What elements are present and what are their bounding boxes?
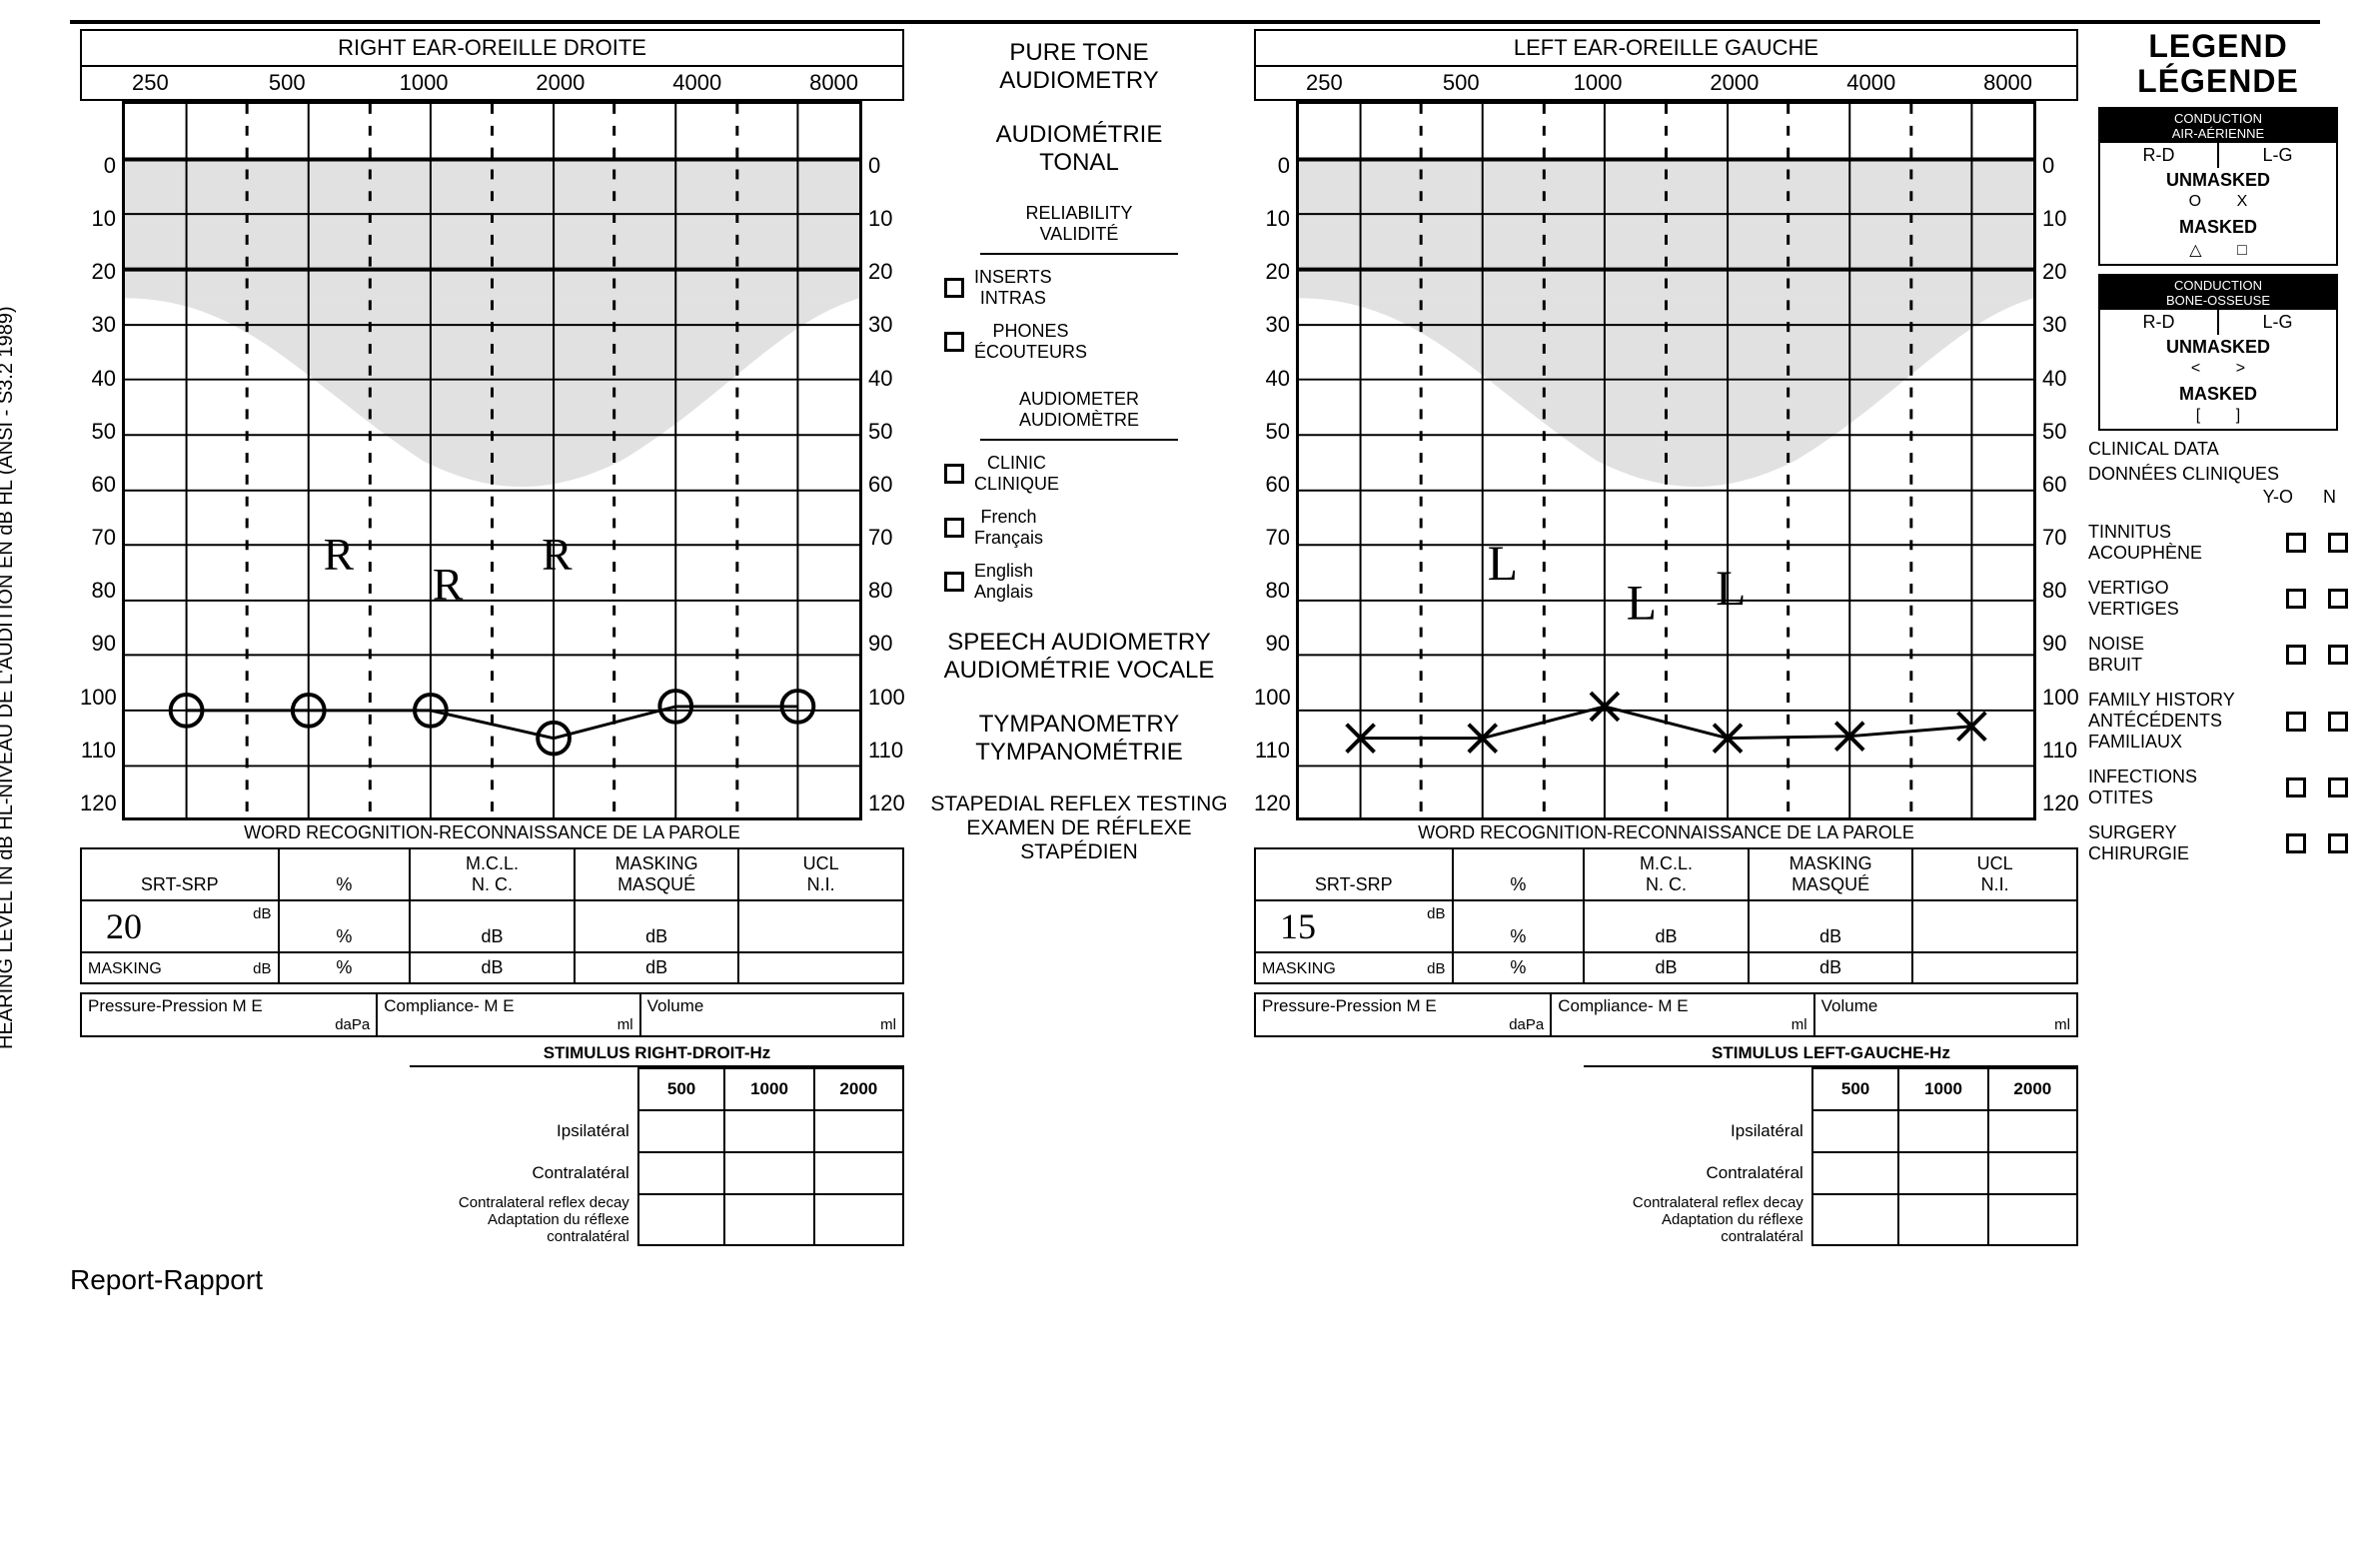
clinic-checkbox[interactable]: CLINICCLINIQUE [944, 453, 1244, 495]
left-freq-row: 2505001000200040008000 [1254, 67, 2078, 101]
left-stim-title: STIMULUS LEFT-GAUCHE-Hz [1584, 1043, 2078, 1067]
family-history-row: FAMILY HISTORYANTÉCÉDENTS FAMILIAUX [2088, 690, 2348, 753]
audiometry-label: AUDIOMETRY [914, 67, 1244, 95]
checkbox-icon[interactable] [2286, 533, 2306, 553]
checkbox-icon[interactable] [2286, 645, 2306, 665]
right-wr-title: WORD RECOGNITION-RECONNAISSANCE DE LA PA… [80, 822, 904, 843]
right-audiogram-svg: R R R [125, 104, 859, 817]
divider [980, 253, 1178, 255]
left-ear-panel: LEFT EAR-OREILLE GAUCHE 2505001000200040… [1254, 29, 2078, 1246]
handwritten-r: R [542, 529, 573, 580]
vertigo-row: VERTIGOVERTIGES [2088, 578, 2348, 620]
checkbox-icon [944, 518, 964, 538]
infections-row: INFECTIONSOTITES [2088, 767, 2348, 808]
checkbox-icon[interactable] [2328, 533, 2348, 553]
right-freq-row: 250 500 1000 2000 4000 8000 [80, 67, 904, 101]
checkbox-icon[interactable] [2286, 833, 2306, 853]
checkbox-icon [944, 464, 964, 484]
noise-row: NOISEBRUIT [2088, 634, 2348, 676]
checkbox-icon[interactable] [2286, 589, 2306, 609]
left-y-ticks-right: 0102030405060708090100110120 [2036, 101, 2078, 820]
inserts-checkbox[interactable]: INSERTSINTRAS [944, 267, 1244, 309]
freq: 4000 [628, 67, 765, 99]
report-label: Report-Rapport [70, 1264, 2350, 1296]
legend-bone-box: CONDUCTION BONE-OSSEUSE R-DL-G UNMASKED … [2098, 274, 2338, 431]
right-ear-title: RIGHT EAR-OREILLE DROITE [80, 29, 904, 67]
tinnitus-row: TINNITUSACOUPHÈNE [2088, 522, 2348, 564]
left-wr-table: SRT-SRP % M.C.L. N. C. MASKING MASQUÉ UC… [1254, 847, 2078, 984]
freq: 2000 [492, 67, 628, 99]
checkbox-icon[interactable] [2328, 778, 2348, 797]
clinical-data-en: CLINICAL DATA [2088, 439, 2348, 460]
freq: 1000 [356, 67, 493, 99]
right-srt-value: 20 [88, 906, 142, 946]
top-rule [70, 20, 2320, 24]
left-audiogram-svg: L L L [1299, 104, 2033, 817]
checkbox-icon [944, 278, 964, 298]
left-y-ticks-left: 0102030405060708090100110120 [1254, 101, 1296, 820]
speech-audiometry-label: SPEECH AUDIOMETRY [914, 629, 1244, 657]
freq: 500 [219, 67, 356, 99]
handwritten-l: L [1488, 536, 1518, 591]
right-wr-table: SRT-SRP % M.C.L. N. C. MASKING MASQUÉ UC… [80, 847, 904, 984]
stapedial-label: STAPEDIAL REFLEX TESTING [914, 792, 1244, 816]
left-ear-title: LEFT EAR-OREILLE GAUCHE [1254, 29, 2078, 67]
tympanometry-label: TYMPANOMETRY [914, 711, 1244, 739]
handwritten-l: L [1716, 561, 1746, 616]
pure-tone-label: PURE TONE [914, 39, 1244, 67]
checkbox-icon[interactable] [2328, 833, 2348, 853]
clinical-data-fr: DONNÉES CLINIQUES [2088, 464, 2348, 485]
right-y-ticks-right: 0102030405060708090100110120 [862, 101, 904, 820]
surgery-row: SURGERYCHIRURGIE [2088, 822, 2348, 864]
left-reflex-table: 50010002000 Ipsilatéral Contralatéral Co… [1584, 1067, 2078, 1246]
right-ear-panel: RIGHT EAR-OREILLE DROITE 250 500 1000 20… [80, 29, 904, 1246]
checkbox-icon[interactable] [2286, 778, 2306, 797]
handwritten-l: L [1627, 576, 1657, 631]
freq: 8000 [765, 67, 902, 99]
legend-title-fr: LÉGENDE [2088, 64, 2348, 99]
right-y-ticks-left: 0102030405060708090100110120 [80, 101, 122, 820]
french-checkbox[interactable]: FrenchFrançais [944, 507, 1244, 549]
legend-panel: LEGEND LÉGENDE CONDUCTION AIR-AÉRIENNE R… [2088, 29, 2348, 1246]
left-audiogram-chart: L L L [1296, 101, 2036, 820]
left-tymp-table: Pressure-Pression M EdaPa Compliance- M … [1254, 992, 2078, 1037]
checkbox-icon [944, 332, 964, 352]
right-tymp-table: Pressure-Pression M EdaPa Compliance- M … [80, 992, 904, 1037]
legend-title-en: LEGEND [2088, 29, 2348, 64]
english-checkbox[interactable]: EnglishAnglais [944, 561, 1244, 603]
freq: 250 [82, 67, 219, 99]
checkbox-icon [944, 572, 964, 592]
checkbox-icon[interactable] [2328, 645, 2348, 665]
y-axis-label: HEARING LEVEL IN dB HL-NIVEAU DE L'AUDIT… [0, 306, 18, 1049]
checkbox-icon[interactable] [2328, 712, 2348, 732]
legend-air-box: CONDUCTION AIR-AÉRIENNE R-DL-G UNMASKED … [2098, 107, 2338, 266]
left-wr-title: WORD RECOGNITION-RECONNAISSANCE DE LA PA… [1254, 822, 2078, 843]
left-srt-value: 15 [1262, 906, 1316, 946]
right-reflex-table: 50010002000 Ipsilatéral Contralatéral Co… [410, 1067, 904, 1246]
right-stim-title: STIMULUS RIGHT-DROIT-Hz [410, 1043, 904, 1067]
handwritten-r: R [433, 559, 464, 610]
center-panel: PURE TONE AUDIOMETRY AUDIOMÉTRIE TONAL R… [914, 29, 1244, 1246]
checkbox-icon[interactable] [2286, 712, 2306, 732]
right-audiogram-chart: R R R [122, 101, 862, 820]
checkbox-icon[interactable] [2328, 589, 2348, 609]
divider [980, 439, 1178, 441]
phones-checkbox[interactable]: PHONESÉCOUTEURS [944, 321, 1244, 363]
handwritten-r: R [324, 529, 355, 580]
